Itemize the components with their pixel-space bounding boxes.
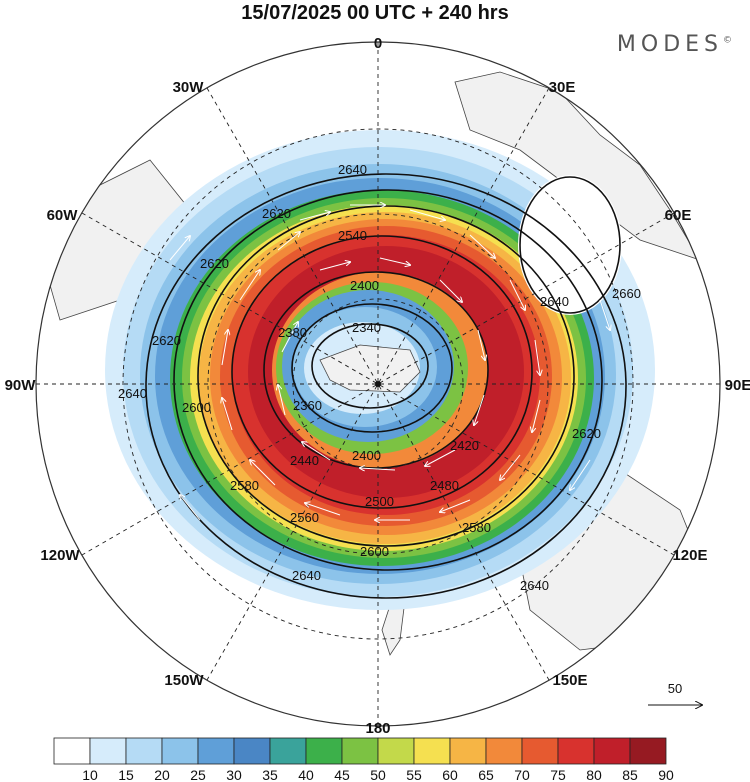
lon-label-150e: 150E bbox=[552, 672, 587, 689]
contour-label: 2600 bbox=[182, 400, 211, 415]
colorbar-tick-label: 50 bbox=[370, 767, 386, 782]
colorbar-tick-label: 25 bbox=[190, 767, 206, 782]
colorbar-swatch bbox=[125, 737, 163, 765]
lon-label-30w: 30W bbox=[173, 79, 205, 96]
wind-speed-shading bbox=[105, 130, 655, 610]
lon-label-120w: 120W bbox=[40, 547, 80, 564]
colorbar-swatch bbox=[53, 737, 91, 765]
reference-vector-label: 50 bbox=[668, 681, 682, 696]
colorbar-swatch bbox=[341, 737, 379, 765]
colorbar-swatch bbox=[449, 737, 487, 765]
colorbar-swatch bbox=[377, 737, 415, 765]
contour-label: 2480 bbox=[430, 478, 459, 493]
map-boundary bbox=[35, 41, 721, 727]
colorbar-tick-label: 45 bbox=[334, 767, 350, 782]
lon-label-90w: 90W bbox=[5, 377, 37, 394]
contour-label: 2580 bbox=[462, 520, 491, 535]
lon-label-90e: 90E bbox=[725, 377, 750, 394]
colorbar-swatch bbox=[629, 737, 667, 765]
colorbar-swatch bbox=[161, 737, 199, 765]
south-pole-marker bbox=[375, 381, 381, 387]
colorbar-tick-label: 75 bbox=[550, 767, 566, 782]
contour-label: 2400 bbox=[352, 448, 381, 463]
longitude-labels: 0 30E 60E 90E 120E 150E 180 150W 120W 90… bbox=[5, 35, 750, 737]
brand-mark: © bbox=[723, 35, 732, 46]
contour-label: 2640 bbox=[292, 568, 321, 583]
contour-label: 2560 bbox=[290, 510, 319, 525]
colorbar-tick-label: 35 bbox=[262, 767, 278, 782]
contour-label: 2360 bbox=[293, 398, 322, 413]
colorbar-tick-label: 90 bbox=[658, 767, 674, 782]
contour-label: 2400 bbox=[350, 278, 379, 293]
colorbar-swatch bbox=[197, 737, 235, 765]
colorbar-tick-label: 65 bbox=[478, 767, 494, 782]
colorbar-swatch bbox=[305, 737, 343, 765]
contour-label: 2620 bbox=[152, 333, 181, 348]
colorbar-tick-label: 60 bbox=[442, 767, 458, 782]
colorbar-tick-label: 30 bbox=[226, 767, 242, 782]
colorbar-swatch bbox=[413, 737, 451, 765]
colorbar-tick-label: 40 bbox=[298, 767, 314, 782]
colorbar-tick-label: 85 bbox=[622, 767, 638, 782]
lon-label-150w: 150W bbox=[164, 672, 204, 689]
contour-label: 2660 bbox=[612, 286, 641, 301]
contour-label: 2640 bbox=[540, 294, 569, 309]
colorbar-tick-label: 15 bbox=[118, 767, 134, 782]
contour-label: 2600 bbox=[360, 544, 389, 559]
contour-label: 2440 bbox=[290, 453, 319, 468]
contour-label: 2620 bbox=[262, 206, 291, 221]
contour-label: 2640 bbox=[338, 162, 367, 177]
colorbar-tick-label: 55 bbox=[406, 767, 422, 782]
contour-label: 2640 bbox=[520, 578, 549, 593]
colorbar-tick-label: 80 bbox=[586, 767, 602, 782]
lon-label-60e: 60E bbox=[665, 207, 692, 224]
colorbar-swatch bbox=[557, 737, 595, 765]
brand-text: MODES bbox=[616, 32, 723, 57]
contour-label: 2380 bbox=[278, 325, 307, 340]
lon-label-0: 0 bbox=[374, 35, 382, 52]
contour-label: 2500 bbox=[365, 494, 394, 509]
colorbar-swatch bbox=[269, 737, 307, 765]
colorbar: 10 15 20 25 30 35 40 45 50 55 60 65 70 75 80 85 90 bbox=[53, 737, 674, 782]
reference-vector: 50 bbox=[648, 681, 702, 705]
contour-labels: 2340 2360 2380 2400 2400 2420 2440 2480 … bbox=[118, 162, 641, 593]
colorbar-swatch bbox=[89, 737, 127, 765]
map-title: 15/07/2025 00 UTC + 240 hrs bbox=[241, 2, 509, 24]
colorbar-tick-label: 10 bbox=[82, 767, 98, 782]
contour-label: 2640 bbox=[118, 386, 147, 401]
contour-label: 2420 bbox=[450, 438, 479, 453]
lon-label-180: 180 bbox=[365, 720, 390, 737]
colorbar-tick-label: 70 bbox=[514, 767, 530, 782]
colorbar-swatch bbox=[485, 737, 523, 765]
lon-label-120e: 120E bbox=[672, 547, 707, 564]
colorbar-tick-label: 20 bbox=[154, 767, 170, 782]
wind-vectors bbox=[169, 205, 610, 520]
colorbar-swatch bbox=[233, 737, 271, 765]
colorbar-swatch bbox=[521, 737, 559, 765]
map-disk: 2340 2360 2380 2400 2400 2420 2440 2480 … bbox=[36, 42, 720, 726]
brand-logo: MODES© bbox=[617, 32, 732, 57]
contour-label: 2580 bbox=[230, 478, 259, 493]
lon-label-30e: 30E bbox=[549, 79, 576, 96]
colorbar-swatch bbox=[593, 737, 631, 765]
contour-label: 2620 bbox=[200, 256, 229, 271]
lon-label-60w: 60W bbox=[47, 207, 79, 224]
height-contours bbox=[145, 173, 627, 599]
contour-label: 2540 bbox=[338, 228, 367, 243]
contour-label: 2340 bbox=[352, 320, 381, 335]
contour-label: 2620 bbox=[572, 426, 601, 441]
